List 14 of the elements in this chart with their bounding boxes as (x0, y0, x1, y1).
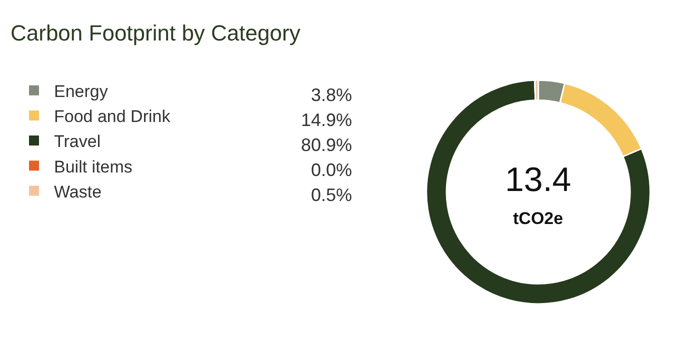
legend-label: Food and Drink (54, 107, 171, 126)
legend-label: Travel (54, 132, 101, 152)
text: 0.0% (311, 160, 352, 180)
text: tCO2e (513, 209, 564, 228)
legend-label: Waste (54, 182, 102, 202)
legend-label: Built items (54, 157, 132, 176)
data-label: 14.9% (301, 110, 352, 130)
data-label: 0.5% (311, 185, 352, 205)
donut-slice (426, 79, 651, 304)
legend-label: Energy (54, 82, 108, 101)
chart-title: Carbon Footprint by Category (10, 20, 300, 46)
data-label: 80.9% (301, 135, 352, 155)
data-label: 3.8% (311, 85, 352, 105)
text: 13.4 (505, 161, 572, 199)
